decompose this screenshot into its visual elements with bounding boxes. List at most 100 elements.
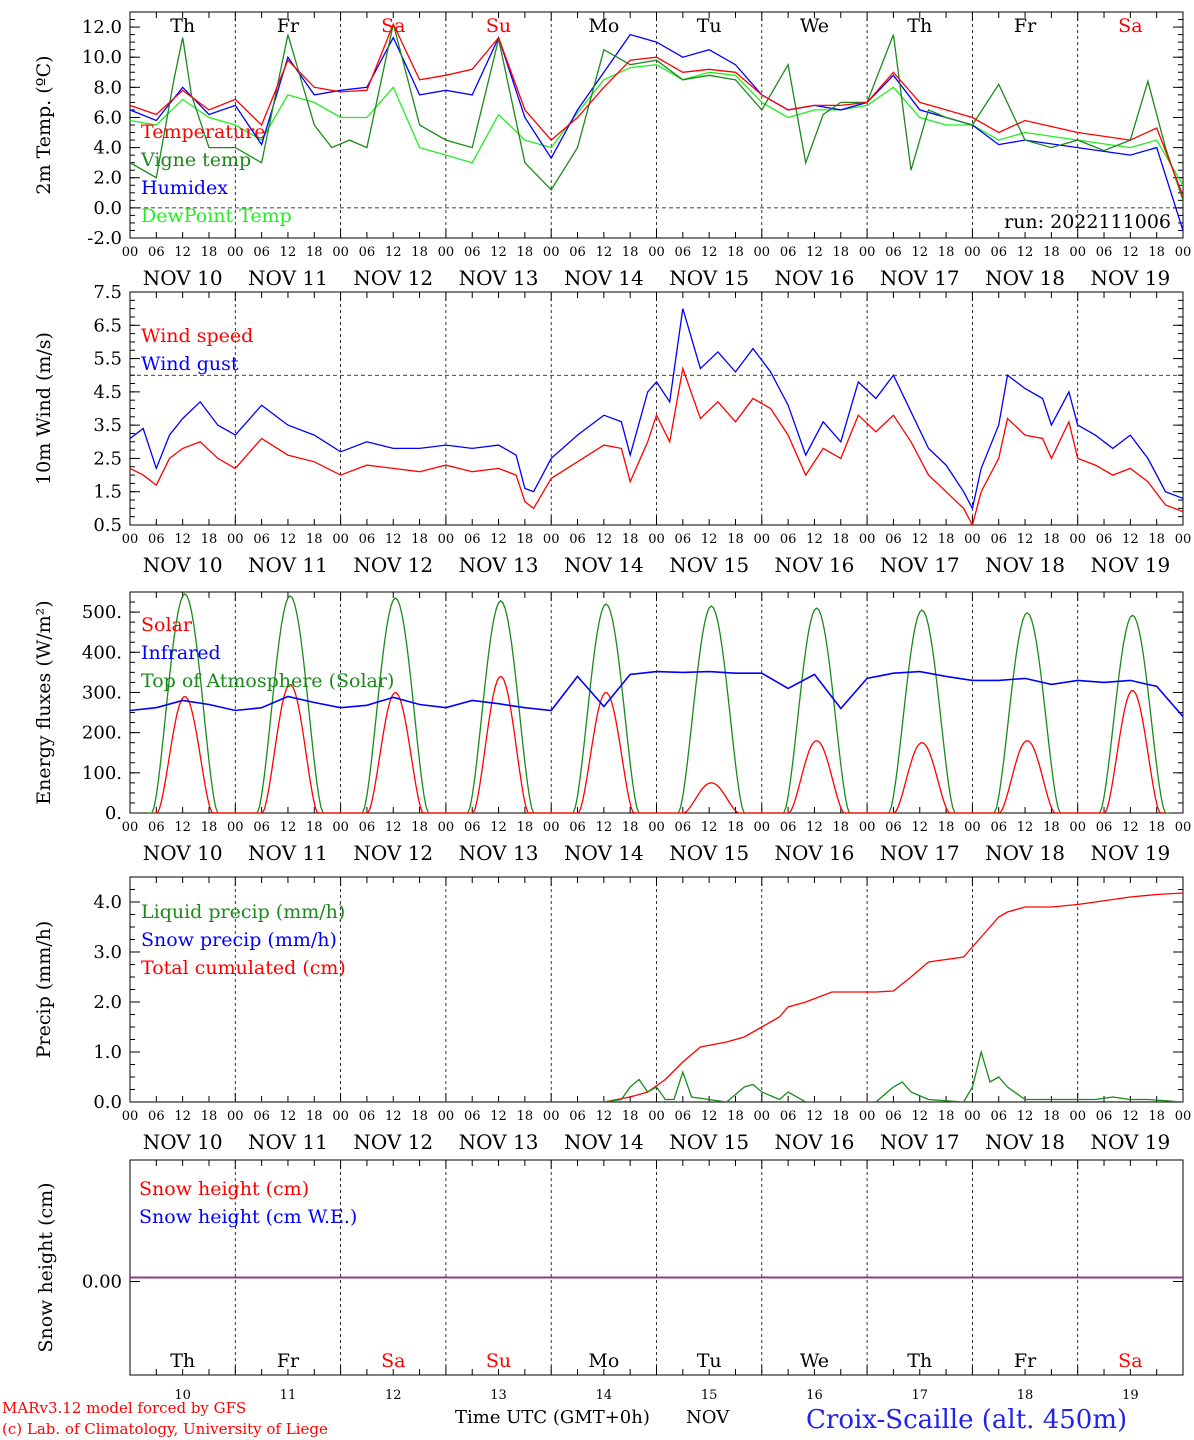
x-hour-label: 18 [411,820,428,835]
legend-entry: Snow height (cm) [139,1178,309,1200]
x-hour-label: 00 [332,532,349,547]
x-hour-label: 12 [280,245,297,260]
x-hour-label: 00 [964,532,981,547]
x-hour-label: 06 [148,532,165,547]
day-number-label: 10 [174,1388,191,1403]
x-date-label: NOV 13 [459,553,539,577]
x-hour-label: 00 [859,245,876,260]
x-hour-label: 00 [122,245,139,260]
x-hour-label: 12 [911,245,928,260]
x-hour-label: 18 [517,1109,534,1124]
x-hour-label: 12 [174,820,191,835]
x-hour-label: 18 [411,245,428,260]
y-tick-label: 2.0 [93,168,122,189]
legend-entry: Wind speed [141,325,253,347]
y-tick-label: 4.0 [93,138,122,159]
x-hour-label: 00 [1069,245,1086,260]
x-hour-label: 06 [780,245,797,260]
x-hour-label: 18 [1148,532,1165,547]
station-name: Croix-Scaille (alt. 450m) [806,1405,1127,1435]
x-hour-label: 12 [385,1109,402,1124]
x-hour-label: 18 [306,245,323,260]
legend-entry: Temperature [141,121,265,143]
x-hour-label: 18 [201,820,218,835]
day-number-label: 12 [385,1388,402,1403]
panel-4: 4.0 3.0 2.0 1.0 0.0 Precip (mm/h) 00 06 12 18 NOV … [33,876,1191,1154]
x-date-label: NOV 13 [459,1130,539,1154]
x-hour-label: 06 [464,820,481,835]
x-hour-label: 18 [201,245,218,260]
x-hour-label: 00 [543,532,560,547]
series-line [130,366,1183,525]
x-hour-label: 06 [359,532,376,547]
x-hour-label: 12 [911,532,928,547]
x-hour-label: 00 [332,820,349,835]
x-hour-label: 00 [227,1109,244,1124]
x-date-label: NOV 14 [564,553,644,577]
legend-entry: Snow precip (mm/h) [141,929,337,951]
x-hour-label: 00 [227,532,244,547]
x-hour-label: 00 [754,1109,771,1124]
x-hour-label: 00 [1069,820,1086,835]
x-hour-label: 00 [438,1109,455,1124]
series-line [130,892,1183,1102]
x-date-label: NOV 16 [775,1130,855,1154]
weekday-label: Sa [381,1350,405,1372]
x-hour-label: 18 [411,532,428,547]
x-hour-label: 18 [727,245,744,260]
x-hour-label: 12 [1017,245,1034,260]
x-hour-label: 18 [306,820,323,835]
y-tick-label: 12.0 [82,17,122,38]
x-hour-label: 06 [148,820,165,835]
x-hour-label: 18 [1043,532,1060,547]
x-hour-label: 18 [1043,245,1060,260]
weekday-label: Th [907,15,932,37]
x-date-label: NOV 16 [775,841,855,865]
weekday-label: Mo [588,15,619,37]
x-hour-label: 06 [675,820,692,835]
x-hour-label: 00 [1069,532,1086,547]
series-line [130,23,1183,201]
x-hour-label: 06 [780,1109,797,1124]
x-hour-label: 18 [938,245,955,260]
y-tick-label: 400. [82,642,122,663]
x-hour-label: 18 [938,532,955,547]
x-hour-label: 12 [701,820,718,835]
x-hour-label: 06 [885,245,902,260]
x-hour-label: 12 [911,1109,928,1124]
legend-entry: Wind gust [141,353,239,375]
y-tick-label: 3.0 [93,942,122,963]
x-hour-label: 00 [227,820,244,835]
x-hour-label: 00 [859,532,876,547]
y-tick-label: 0. [105,803,122,824]
x-hour-label: 12 [806,245,823,260]
x-hour-label: 18 [727,1109,744,1124]
x-hour-label: 00 [964,245,981,260]
day-number-label: 16 [806,1388,823,1403]
x-hour-label: 00 [122,532,139,547]
weekday-label: We [800,15,829,37]
x-date-label: NOV 11 [248,1130,328,1154]
x-date-label: NOV 14 [564,266,644,290]
x-date-label: NOV 16 [775,553,855,577]
x-hour-label: 06 [885,820,902,835]
x-hour-label: 06 [148,1109,165,1124]
x-hour-label: 18 [622,1109,639,1124]
x-date-label: NOV 13 [459,841,539,865]
x-hour-label: 12 [1122,245,1139,260]
x-hour-label: 06 [464,1109,481,1124]
x-hour-label: 06 [569,820,586,835]
x-hour-label: 12 [1122,820,1139,835]
x-hour-label: 06 [1096,820,1113,835]
x-hour-label: 12 [806,820,823,835]
y-tick-label: 300. [82,682,122,703]
x-hour-label: 18 [833,1109,850,1124]
x-hour-label: 18 [517,820,534,835]
x-date-label: NOV 17 [880,1130,960,1154]
weekday-label: Fr [1014,1350,1037,1372]
x-hour-label: 18 [1148,1109,1165,1124]
x-hour-label: 00 [1175,245,1192,260]
x-hour-label: 00 [438,245,455,260]
x-hour-label: 18 [1043,1109,1060,1124]
x-date-label: NOV 15 [669,266,749,290]
